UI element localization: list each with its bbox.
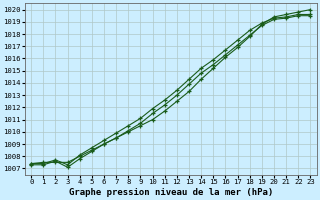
X-axis label: Graphe pression niveau de la mer (hPa): Graphe pression niveau de la mer (hPa) (69, 188, 273, 197)
